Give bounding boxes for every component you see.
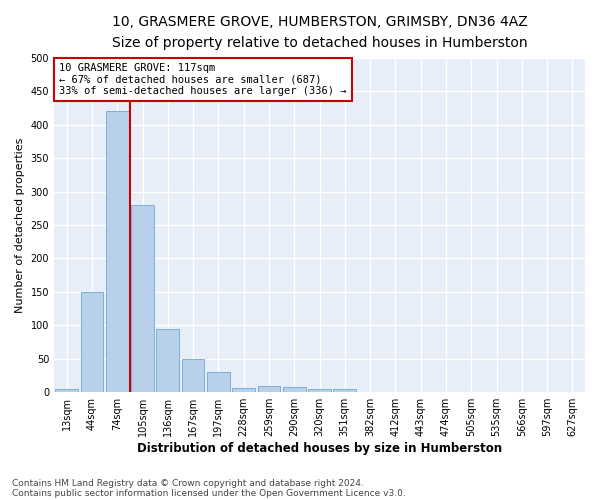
Text: Contains public sector information licensed under the Open Government Licence v3: Contains public sector information licen… — [12, 488, 406, 498]
Bar — [283, 387, 305, 392]
Bar — [334, 389, 356, 392]
Bar — [207, 372, 230, 392]
Y-axis label: Number of detached properties: Number of detached properties — [15, 138, 25, 312]
Bar — [131, 205, 154, 392]
Text: 10 GRASMERE GROVE: 117sqm
← 67% of detached houses are smaller (687)
33% of semi: 10 GRASMERE GROVE: 117sqm ← 67% of detac… — [59, 62, 347, 96]
Bar — [106, 111, 128, 392]
Bar — [182, 359, 205, 392]
Bar — [55, 389, 78, 392]
Bar — [80, 292, 103, 392]
Bar — [232, 388, 255, 392]
Title: 10, GRASMERE GROVE, HUMBERSTON, GRIMSBY, DN36 4AZ
Size of property relative to d: 10, GRASMERE GROVE, HUMBERSTON, GRIMSBY,… — [112, 15, 527, 50]
Text: Contains HM Land Registry data © Crown copyright and database right 2024.: Contains HM Land Registry data © Crown c… — [12, 478, 364, 488]
Bar — [257, 386, 280, 392]
X-axis label: Distribution of detached houses by size in Humberston: Distribution of detached houses by size … — [137, 442, 502, 455]
Bar — [157, 328, 179, 392]
Bar — [308, 389, 331, 392]
